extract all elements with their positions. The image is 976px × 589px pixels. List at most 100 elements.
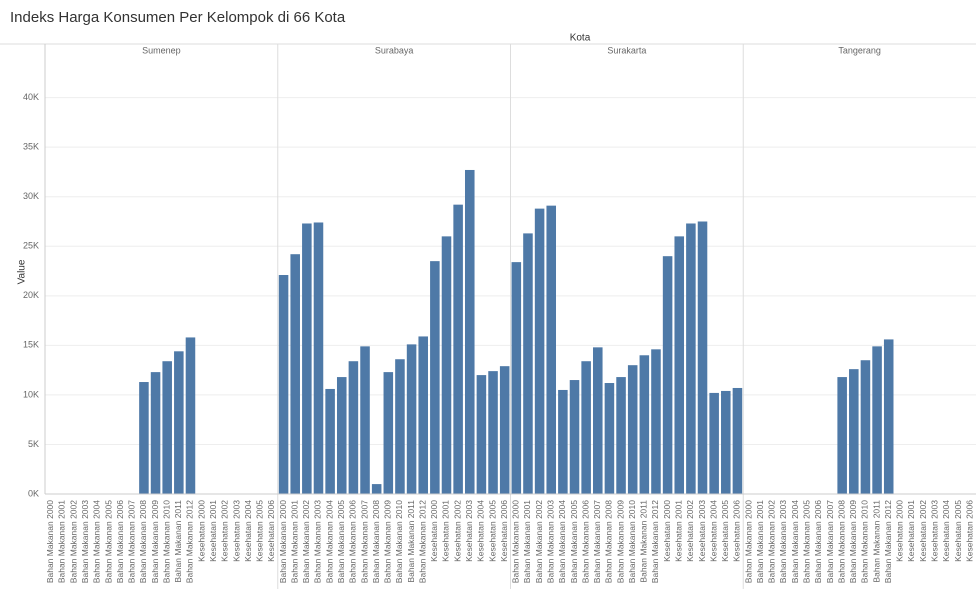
x-tick-label: Kesehatan 2006 [499, 500, 509, 562]
panel-label: Tangerang [838, 45, 881, 55]
x-tick-label: Bahan Makanan 2009 [383, 500, 393, 583]
bar [430, 261, 440, 494]
x-tick-label: Bahan Makanan 2004 [557, 500, 567, 583]
x-tick-label: Kesehatan 2004 [476, 500, 486, 562]
x-tick-label: Kesehatan 2004 [243, 500, 253, 562]
x-tick-label: Bahan Makanan 2004 [92, 500, 102, 583]
bar [523, 233, 533, 494]
bar [441, 236, 452, 494]
bar [674, 236, 685, 494]
x-tick-label: Bahan Makanan 2002 [68, 500, 78, 583]
x-tick-label: Kesehatan 2002 [685, 500, 695, 562]
bar [476, 375, 487, 494]
x-tick-label: Bahan Makanan 2008 [836, 500, 846, 583]
x-tick-label: Kesehatan 2003 [231, 500, 241, 562]
bar [616, 377, 626, 494]
x-tick-label: Bahan Makanan 2009 [848, 500, 858, 583]
x-tick-label: Kesehatan 2002 [452, 500, 462, 562]
x-axis-header: Kota [570, 33, 591, 44]
y-tick-label: 0K [28, 488, 39, 498]
bar [860, 360, 871, 494]
bar [162, 361, 172, 494]
x-tick-label: Kesehatan 2001 [441, 500, 451, 562]
bar [639, 355, 650, 494]
x-tick-label: Kesehatan 2005 [255, 500, 265, 562]
chart-title: Indeks Harga Konsumen Per Kelompok di 66… [10, 9, 346, 26]
x-tick-label: Bahan Makanan 2012 [883, 500, 893, 583]
panel-label: Surakarta [607, 45, 646, 55]
x-tick-label: Bahan Makanan 2001 [57, 500, 67, 583]
x-tick-label: Kesehatan 2002 [220, 500, 230, 562]
x-tick-label: Bahan Makanan 2005 [802, 500, 812, 583]
bar [185, 337, 196, 494]
x-tick-label: Kesehatan 2001 [673, 500, 683, 562]
x-tick-label: Bahan Makanan 2000 [278, 500, 288, 583]
y-tick-label: 15K [23, 340, 39, 350]
x-tick-label: Bahan Makanan 2001 [289, 500, 299, 583]
x-tick-label: Bahan Makanan 2002 [301, 500, 311, 583]
x-tick-label: Bahan Makanan 2009 [150, 500, 160, 583]
y-axis-label: Value [17, 259, 28, 284]
bar [604, 383, 615, 494]
x-tick-label: Bahan Makanan 2002 [534, 500, 544, 583]
bar [488, 371, 498, 494]
bar [883, 339, 894, 494]
y-tick-label: 20K [23, 290, 39, 300]
x-tick-label: Bahan Makanan 2008 [604, 500, 614, 583]
panel-label: Surabaya [375, 45, 414, 55]
x-tick-label: Kesehatan 2003 [464, 500, 474, 562]
x-tick-label: Bahan Makanan 2005 [569, 500, 579, 583]
x-tick-label: Kesehatan 2006 [964, 500, 974, 562]
bar [139, 382, 149, 494]
bar [360, 346, 370, 494]
panel-label: Sumenep [142, 45, 181, 55]
x-tick-label: Bahan Makanan 2005 [103, 500, 113, 583]
bar [418, 336, 428, 494]
x-tick-label: Kesehatan 2000 [662, 500, 672, 562]
x-tick-label: Bahan Makanan 2000 [743, 500, 753, 583]
bar [558, 389, 568, 494]
x-tick-label: Bahan Makanan 2003 [545, 500, 555, 583]
bar [499, 366, 510, 494]
bar [302, 223, 312, 494]
bar [872, 346, 882, 494]
x-tick-label: Bahan Makanan 2004 [790, 500, 800, 583]
x-tick-label: Bahan Makanan 2009 [615, 500, 625, 583]
bar [651, 349, 661, 494]
x-tick-label: Bahan Makanan 2007 [592, 500, 602, 583]
x-tick-label: Kesehatan 2001 [208, 500, 218, 562]
x-tick-label: Bahan Makanan 2006 [115, 500, 125, 583]
x-tick-label: Bahan Makanan 2011 [639, 500, 649, 583]
x-tick-label: Bahan Makanan 2007 [359, 500, 369, 583]
bar [837, 377, 847, 494]
x-tick-label: Bahan Makanan 2012 [185, 500, 195, 583]
y-tick-label: 35K [23, 142, 39, 152]
bar [464, 169, 475, 495]
x-tick-label: Bahan Makanan 2000 [45, 500, 55, 583]
bar [511, 262, 522, 494]
x-tick-label: Bahan Makanan 2010 [394, 500, 404, 583]
bar [278, 275, 289, 494]
x-tick-label: Kesehatan 2003 [697, 500, 707, 562]
bar [174, 351, 184, 494]
x-tick-label: Kesehatan 2002 [918, 500, 928, 562]
bar [697, 221, 708, 494]
x-tick-label: Bahan Makanan 2006 [580, 500, 590, 583]
x-tick-label: Bahan Makanan 2006 [348, 500, 358, 583]
x-tick-label: Bahan Makanan 2003 [80, 500, 90, 583]
x-tick-label: Bahan Makanan 2000 [511, 500, 521, 583]
x-tick-label: Bahan Makanan 2011 [406, 500, 416, 583]
bar [569, 380, 580, 494]
bar [686, 223, 696, 494]
y-tick-label: 5K [28, 439, 39, 449]
x-tick-label: Kesehatan 2005 [720, 500, 730, 562]
x-tick-label: Bahan Makanan 2003 [313, 500, 323, 583]
x-tick-label: Kesehatan 2006 [732, 500, 742, 562]
bar [313, 222, 324, 494]
x-tick-label: Bahan Makanan 2007 [127, 500, 137, 583]
x-tick-label: Kesehatan 2000 [429, 500, 439, 562]
bar [849, 369, 859, 494]
x-tick-label: Bahan Makanan 2001 [522, 500, 532, 583]
bar [709, 392, 719, 494]
